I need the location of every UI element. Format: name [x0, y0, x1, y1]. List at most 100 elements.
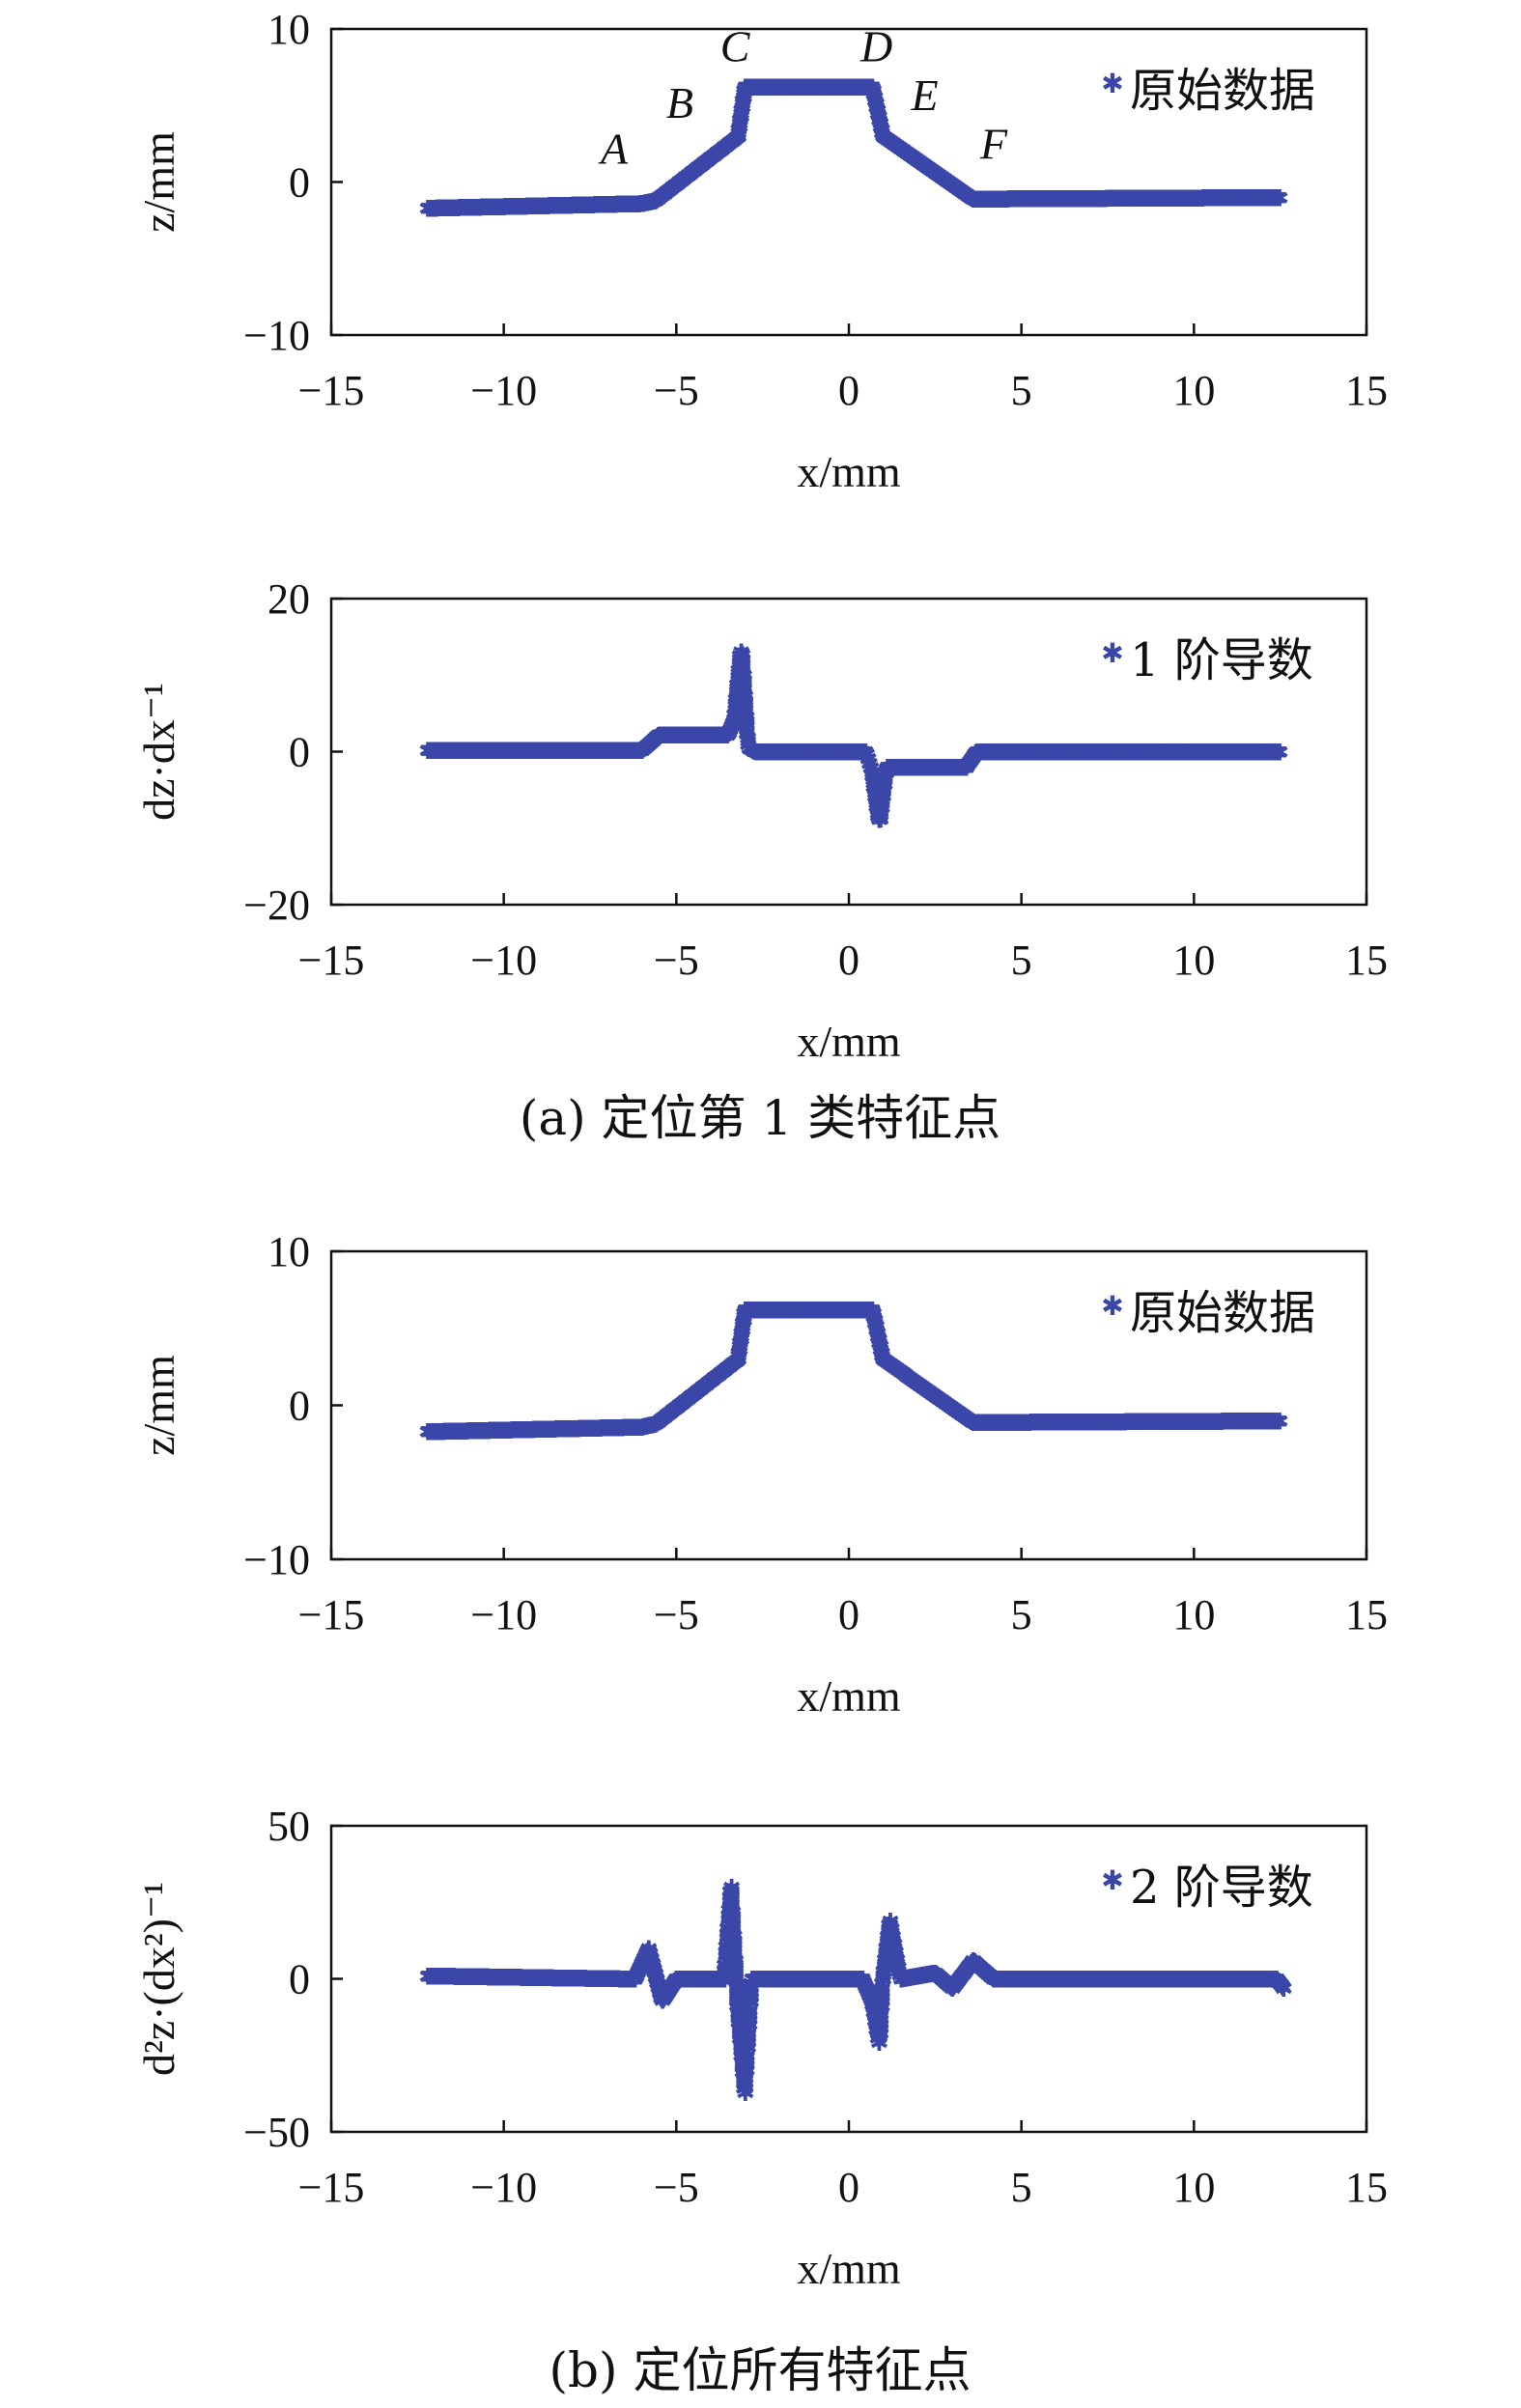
- data-point: ✱: [972, 186, 991, 213]
- data-point: ✱: [1000, 186, 1019, 213]
- data-point: ✱: [545, 193, 564, 220]
- data-point: ✱: [759, 74, 778, 101]
- data-point: ✱: [1027, 186, 1046, 213]
- data-point: ✱: [744, 74, 763, 101]
- data-point: ✱: [1199, 185, 1219, 212]
- data-series: ✱✱✱✱✱✱✱✱✱✱✱✱✱✱✱✱✱✱✱✱✱✱✱✱✱✱✱✱✱✱✱✱✱✱✱✱✱✱✱✱…: [418, 74, 1289, 222]
- data-point: ✱: [682, 160, 701, 187]
- data-point: ✱: [675, 165, 694, 192]
- data-point: ✱: [444, 195, 464, 222]
- data-point: ✱: [577, 192, 596, 219]
- data-point: ✱: [911, 150, 930, 177]
- data-point: ✱: [868, 98, 887, 125]
- data-point: ✱: [871, 114, 890, 141]
- data-point: ✱: [429, 195, 448, 222]
- data-point: ✱: [721, 128, 741, 155]
- data-point: ✱: [511, 193, 530, 220]
- data-point: ✱: [1100, 185, 1119, 212]
- data-point: ✱: [903, 144, 922, 171]
- data-point: ✱: [548, 193, 567, 220]
- data-point: ✱: [535, 193, 554, 220]
- data-point: ✱: [569, 192, 588, 219]
- data-point: ✱: [502, 194, 521, 221]
- data-point: ✱: [466, 194, 486, 221]
- data-point: ✱: [543, 193, 562, 220]
- data-point: ✱: [454, 195, 473, 222]
- data-point: ✱: [717, 133, 736, 160]
- data-point: ✱: [493, 194, 512, 221]
- data-point: ✱: [997, 186, 1016, 213]
- data-point: ✱: [766, 74, 785, 101]
- data-point: ✱: [990, 186, 1009, 213]
- data-point: ✱: [927, 161, 946, 188]
- data-point: ✱: [482, 194, 501, 221]
- data-point: ✱: [799, 74, 818, 101]
- data-point: ✱: [715, 134, 734, 161]
- data-point: ✱: [1165, 185, 1184, 212]
- data-point: ✱: [843, 74, 862, 101]
- data-point: ✱: [1126, 185, 1145, 212]
- data-point: ✱: [562, 192, 581, 219]
- caption-b: (b) 定位所有特征点: [549, 2342, 972, 2398]
- data-point: ✱: [464, 194, 483, 221]
- data-point: ✱: [434, 195, 453, 222]
- data-point: ✱: [831, 74, 850, 101]
- data-point: ✱: [519, 193, 538, 220]
- feature-point-label-f: F: [979, 120, 1008, 169]
- data-point: ✱: [550, 192, 570, 219]
- y-axis-label: dz·dx⁻¹: [134, 683, 183, 821]
- data-point: ✱: [653, 182, 672, 210]
- data-point: ✱: [607, 191, 627, 218]
- x-axis-label: x/mm: [797, 1017, 901, 1066]
- data-point: ✱: [859, 74, 879, 101]
- data-point: ✱: [697, 148, 717, 175]
- data-point: ✱: [573, 192, 592, 219]
- x-tick-label: −15: [298, 1591, 365, 1638]
- y-tick-label: −10: [243, 1536, 310, 1583]
- data-point: ✱: [643, 188, 662, 215]
- data-point: ✱: [1074, 185, 1093, 212]
- x-tick-label: 0: [838, 937, 859, 984]
- data-point: ✱: [1171, 185, 1191, 212]
- feature-point-label-a: A: [598, 124, 629, 173]
- data-point: ✱: [724, 126, 744, 154]
- data-point: ✱: [919, 155, 939, 182]
- data-point: ✱: [676, 164, 695, 191]
- data-point: ✱: [1068, 185, 1087, 212]
- feature-point-label-b: B: [666, 78, 693, 127]
- data-point: ✱: [637, 189, 657, 216]
- data-point: ✱: [893, 137, 913, 164]
- data-point: ✱: [865, 88, 885, 115]
- data-point: ✱: [1187, 185, 1206, 212]
- data-point: ✱: [733, 95, 752, 122]
- data-point: ✱: [1141, 185, 1161, 212]
- data-point: ✱: [939, 169, 958, 196]
- data-point: ✱: [499, 194, 519, 221]
- data-point: ✱: [476, 194, 495, 221]
- data-point: ✱: [830, 74, 849, 101]
- data-point: ✱: [512, 193, 531, 220]
- x-tick-label: −10: [470, 367, 537, 414]
- data-point: ✱: [1090, 185, 1110, 212]
- data-point: ✱: [923, 158, 943, 185]
- data-point: ✱: [926, 160, 945, 187]
- data-point: ✱: [473, 194, 493, 221]
- data-point: ✱: [775, 74, 794, 101]
- data-point: ✱: [694, 151, 714, 178]
- data-point: ✱: [770, 74, 789, 101]
- data-point: ✱: [1106, 185, 1125, 212]
- data-point: ✱: [1158, 185, 1177, 212]
- data-point: ✱: [631, 191, 650, 218]
- data-point: ✱: [537, 193, 556, 220]
- data-point: ✱: [1097, 185, 1116, 212]
- y-tick-label: 20: [268, 575, 310, 623]
- x-tick-label: −5: [654, 2164, 699, 2211]
- data-point: ✱: [1161, 185, 1180, 212]
- data-point: ✱: [894, 138, 914, 165]
- data-point: ✱: [589, 192, 608, 219]
- data-point: ✱: [714, 135, 733, 162]
- x-tick-label: 5: [1011, 2164, 1032, 2211]
- data-point: ✱: [565, 192, 584, 219]
- data-point: ✱: [962, 185, 981, 212]
